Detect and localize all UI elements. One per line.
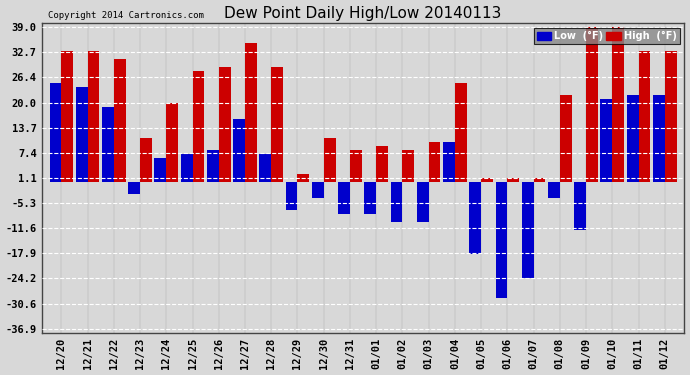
Bar [469, 182, 481, 254]
Bar [50, 83, 61, 182]
Bar [207, 150, 219, 182]
Bar [522, 182, 533, 278]
Bar [166, 103, 178, 182]
Bar [548, 182, 560, 198]
Bar [245, 43, 257, 182]
Bar [259, 154, 271, 182]
Bar [181, 154, 193, 182]
Bar [312, 182, 324, 198]
Bar [102, 106, 114, 182]
Bar [376, 146, 388, 182]
Bar [417, 182, 428, 222]
Bar [61, 51, 73, 182]
Bar [402, 150, 414, 182]
Bar [286, 182, 297, 210]
Bar [271, 67, 283, 182]
Bar [481, 178, 493, 182]
Bar [627, 95, 638, 182]
Bar [507, 178, 519, 182]
Bar [338, 182, 350, 214]
Bar [455, 83, 466, 182]
Bar [193, 71, 204, 182]
Bar [364, 182, 376, 214]
Bar [612, 27, 624, 182]
Bar [297, 174, 309, 182]
Bar [495, 182, 507, 297]
Bar [391, 182, 402, 222]
Bar [428, 142, 440, 182]
Bar [443, 142, 455, 182]
Bar [140, 138, 152, 182]
Bar [128, 182, 140, 194]
Bar [114, 59, 126, 182]
Text: Copyright 2014 Cartronics.com: Copyright 2014 Cartronics.com [48, 11, 204, 20]
Legend: Low  (°F), High  (°F): Low (°F), High (°F) [534, 28, 680, 44]
Bar [600, 99, 612, 182]
Bar [653, 95, 664, 182]
Bar [219, 67, 230, 182]
Title: Dew Point Daily High/Low 20140113: Dew Point Daily High/Low 20140113 [224, 6, 502, 21]
Bar [560, 95, 571, 182]
Bar [533, 178, 545, 182]
Bar [76, 87, 88, 182]
Bar [233, 118, 245, 182]
Bar [664, 51, 677, 182]
Bar [586, 27, 598, 182]
Bar [638, 51, 651, 182]
Bar [574, 182, 586, 230]
Bar [324, 138, 335, 182]
Bar [88, 51, 99, 182]
Bar [155, 158, 166, 182]
Bar [350, 150, 362, 182]
